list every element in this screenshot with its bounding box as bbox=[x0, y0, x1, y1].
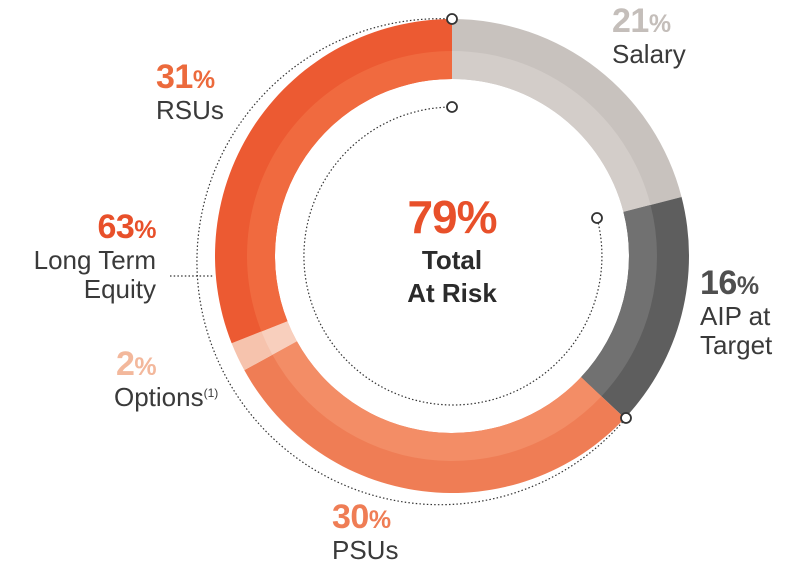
equity-name-line1: Long Term bbox=[33, 245, 156, 276]
psus-name: PSUs bbox=[332, 535, 399, 566]
slice-psus bbox=[244, 341, 625, 493]
salary-name: Salary bbox=[612, 39, 686, 70]
dotted-leader-lines bbox=[170, 13, 632, 506]
donut-slices bbox=[214, 19, 689, 493]
aip-name-line1: AIP at bbox=[700, 301, 771, 332]
rsus-label: 31% RSUs bbox=[156, 58, 224, 126]
slice-inner-band-aip-at bbox=[581, 205, 658, 397]
aip-pct: 16 bbox=[700, 264, 737, 302]
long-term-equity-label: 63% Long Term Equity bbox=[0, 208, 157, 305]
rsus-name: RSUs bbox=[156, 95, 224, 126]
psus-pct: 30 bbox=[332, 498, 369, 536]
psus-label: 30% PSUs bbox=[332, 498, 399, 566]
aip-name-line2: Target bbox=[700, 330, 773, 361]
marker-inner-right bbox=[591, 212, 603, 224]
slice-inner-band-rsus bbox=[246, 51, 452, 332]
center-value: 79% bbox=[407, 191, 497, 243]
inner-dotted-arc bbox=[303, 106, 603, 406]
marker-outer-right bbox=[620, 412, 632, 424]
options-name: Options bbox=[114, 382, 204, 413]
marker-top-outer bbox=[446, 13, 458, 25]
center-summary: 79% Total At Risk bbox=[352, 190, 552, 309]
equity-name-line2: Equity bbox=[83, 274, 156, 305]
options-pct: 2 bbox=[116, 345, 135, 383]
equity-pct: 63 bbox=[97, 208, 135, 246]
rsus-pct: 31 bbox=[156, 58, 193, 96]
options-label: 2% Options(1) bbox=[114, 345, 219, 413]
salary-label: 21% Salary bbox=[612, 2, 686, 70]
slice-inner-band-salary bbox=[452, 51, 651, 212]
salary-pct: 21 bbox=[612, 2, 649, 40]
center-label-line2: At Risk bbox=[407, 277, 497, 308]
slice-inner-band-psus bbox=[272, 341, 602, 461]
options-footnote: (1) bbox=[203, 386, 219, 401]
slice-inner-band-options bbox=[261, 321, 297, 355]
marker-top-inner bbox=[446, 101, 458, 113]
aip-label: 16% AIP at Target bbox=[700, 264, 773, 361]
outer-dotted-arc bbox=[196, 18, 627, 506]
center-label-line1: Total bbox=[421, 245, 483, 275]
